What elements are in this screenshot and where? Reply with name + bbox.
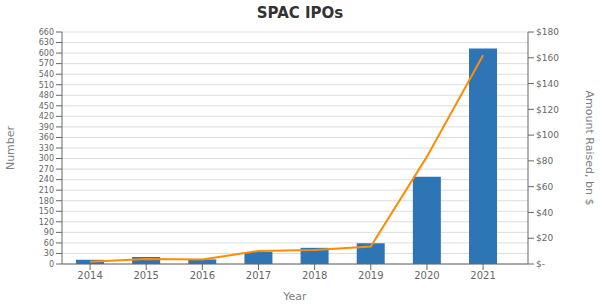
svg-text:$40: $40 (536, 208, 553, 218)
svg-text:30: 30 (44, 249, 54, 258)
svg-text:630: 630 (39, 38, 54, 47)
svg-text:330: 330 (39, 144, 54, 153)
html-text:SPAC IPOs: SPAC IPOs (256, 4, 344, 22)
svg-text:150: 150 (39, 207, 54, 216)
svg-text:600: 600 (39, 49, 54, 58)
svg-text:90: 90 (44, 228, 54, 237)
svg-text:2018: 2018 (302, 270, 327, 281)
svg-text:$20: $20 (536, 233, 553, 243)
svg-text:$180: $180 (536, 27, 559, 37)
svg-text:$80: $80 (536, 156, 553, 166)
svg-text:2017: 2017 (246, 270, 271, 281)
svg-text:540: 540 (39, 70, 54, 79)
svg-text:2014: 2014 (77, 270, 102, 281)
svg-text:2015: 2015 (133, 270, 158, 281)
svg-text:450: 450 (39, 102, 54, 111)
svg-text:660: 660 (39, 28, 54, 37)
svg-text:$-: $- (536, 259, 545, 269)
svg-text:120: 120 (39, 218, 54, 227)
svg-text:0: 0 (49, 260, 54, 269)
svg-text:Number: Number (8, 125, 17, 170)
svg-text:300: 300 (39, 154, 54, 163)
svg-text:$160: $160 (536, 53, 559, 63)
svg-text:480: 480 (39, 91, 54, 100)
svg-text:2016: 2016 (190, 270, 215, 281)
svg-text:2019: 2019 (358, 270, 383, 281)
svg-text:240: 240 (39, 175, 54, 184)
svg-text:420: 420 (39, 112, 54, 121)
svg-text:$140: $140 (536, 79, 559, 89)
svg-text:180: 180 (39, 197, 54, 206)
svg-text:2021: 2021 (470, 270, 495, 281)
svg-text:510: 510 (39, 81, 54, 90)
svg-text:60: 60 (44, 239, 54, 248)
svg-text:390: 390 (39, 123, 54, 132)
svg-text:360: 360 (39, 133, 54, 142)
svg-text:2020: 2020 (414, 270, 439, 281)
svg-text:$120: $120 (536, 105, 559, 115)
svg-text:Amount Raised, bn $: Amount Raised, bn $ (583, 91, 592, 206)
svg-text:570: 570 (39, 59, 54, 68)
svg-text:$60: $60 (536, 182, 553, 192)
svg-text:210: 210 (39, 186, 54, 195)
svg-text:270: 270 (39, 165, 54, 174)
svg-text:$100: $100 (536, 130, 559, 140)
svg-text:Year: Year (282, 290, 307, 303)
